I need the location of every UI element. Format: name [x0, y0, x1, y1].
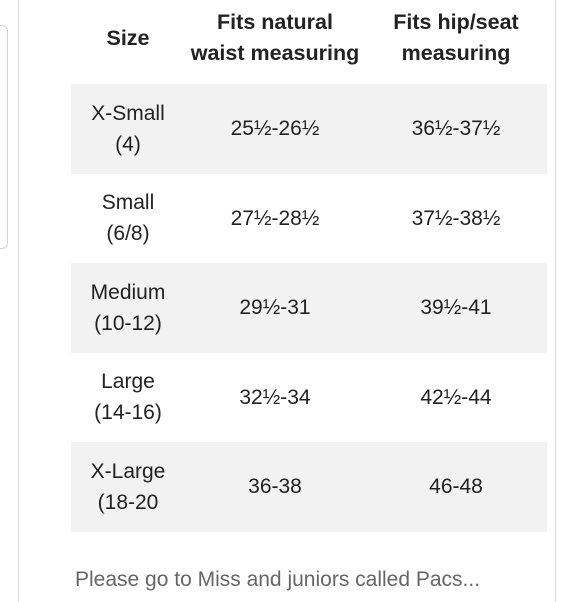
table-header-row: Size Fits natural waist measuring Fits h…	[71, 0, 547, 84]
table-row: Large (14-16) 32½-34 42½-44	[71, 353, 547, 443]
size-chart-table: Size Fits natural waist measuring Fits h…	[71, 0, 547, 532]
header-waist: Fits natural waist measuring	[190, 10, 360, 65]
waist-cell: 36-38	[248, 475, 302, 499]
header-size: Size	[106, 25, 150, 50]
footnote-text: Please go to Miss and juniors called Pac…	[75, 568, 481, 591]
size-cell: Medium (10-12)	[90, 280, 166, 335]
waist-cell: 25½-26½	[230, 117, 320, 141]
waist-cell: 29½-31	[239, 296, 311, 320]
size-chart-panel: Size Fits natural waist measuring Fits h…	[18, 0, 556, 602]
hip-cell: 42½-44	[420, 385, 492, 409]
table-row: Medium (10-12) 29½-31 39½-41	[71, 263, 547, 353]
table-row: X-Large (18-20 36-38 46-48	[71, 442, 547, 532]
size-cell: Large (14-16)	[94, 370, 162, 425]
header-hip: Fits hip/seat measuring	[393, 10, 519, 65]
hip-cell: 36½-37½	[411, 117, 501, 141]
table-row: X-Small (4) 25½-26½ 36½-37½	[71, 84, 547, 174]
hip-cell: 46-48	[429, 475, 483, 499]
table-row: Small (6/8) 27½-28½ 37½-38½	[71, 174, 547, 264]
hip-cell: 39½-41	[420, 296, 492, 320]
waist-cell: 27½-28½	[230, 206, 320, 230]
size-cell: X-Large (18-20	[90, 459, 166, 514]
waist-cell: 32½-34	[239, 385, 311, 409]
size-cell: Small (6/8)	[101, 191, 155, 246]
size-cell: X-Small (4)	[91, 101, 165, 156]
side-panel-edge	[0, 25, 8, 249]
hip-cell: 37½-38½	[411, 206, 501, 230]
